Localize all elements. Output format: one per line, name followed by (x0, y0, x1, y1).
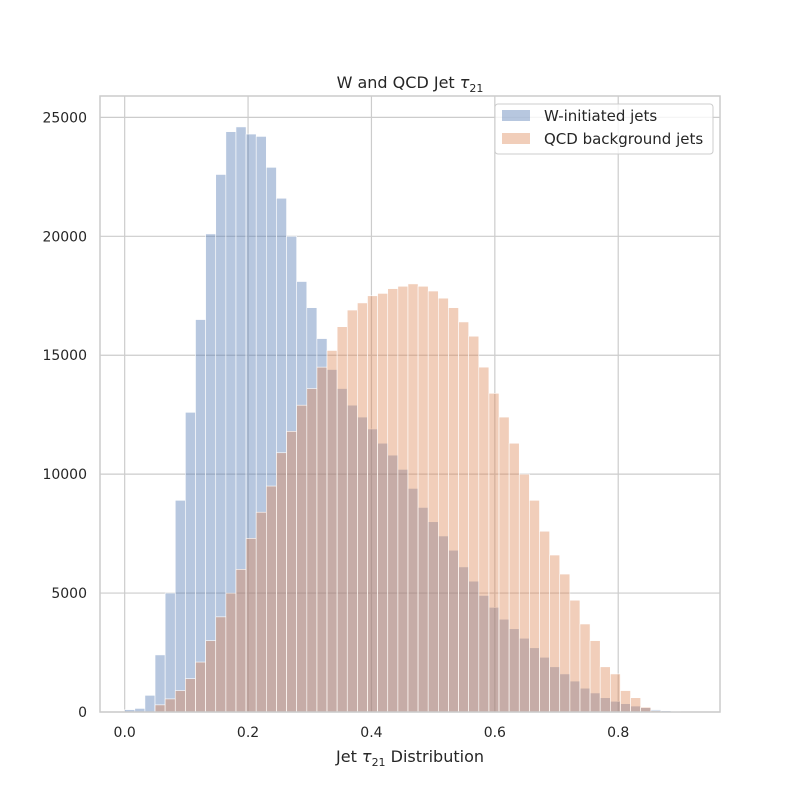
qcd-jets-bar (610, 673, 621, 713)
w-jets-bar (154, 654, 166, 713)
qcd-jets-bar (296, 404, 308, 713)
y-tick-label: 25000 (42, 110, 87, 126)
qcd-jets-bar (427, 290, 439, 713)
x-tick-label: 0.8 (607, 725, 629, 741)
qcd-jets-bar (458, 321, 469, 713)
qcd-jets-bar (336, 326, 348, 713)
qcd-jets-bar (346, 309, 358, 713)
x-tick-label: 0.4 (360, 725, 382, 741)
qcd-jets-bar (488, 392, 500, 713)
qcd-jets-bar (286, 431, 297, 713)
w-jets-bar (144, 695, 156, 713)
qcd-jets-bar (367, 295, 378, 713)
qcd-jets-bar (316, 366, 328, 713)
qcd-jets-bars (154, 283, 662, 713)
qcd-jets-bar (215, 616, 227, 713)
legend-swatch-w-jets (502, 110, 530, 121)
qcd-jets-bar (529, 500, 540, 713)
legend-label-w-jets: W-initiated jets (544, 107, 657, 125)
legend-swatch-qcd-jets (502, 133, 530, 144)
qcd-jets-bar (245, 538, 257, 713)
legend-label-qcd-jets: QCD background jets (544, 130, 703, 148)
qcd-jets-bar (185, 678, 196, 713)
qcd-jets-bar (478, 366, 490, 713)
qcd-jets-bar (589, 640, 601, 713)
qcd-jets-bar (417, 285, 429, 713)
w-jets-bar (195, 319, 206, 713)
w-jets-bars (124, 126, 692, 713)
y-tick-label: 15000 (42, 348, 87, 364)
qcd-jets-bar (276, 452, 287, 713)
qcd-jets-bar (387, 288, 399, 713)
qcd-jets-bar (448, 307, 459, 713)
y-tick-label: 0 (78, 705, 87, 721)
x-axis-title: Jet τ21 Distribution (335, 747, 484, 769)
x-tick-label: 0.2 (237, 725, 259, 741)
qcd-jets-bar (498, 416, 510, 713)
chart-title: W and QCD Jet τ21 (337, 73, 484, 95)
qcd-jets-bar (195, 661, 206, 713)
y-tick-label: 20000 (42, 229, 87, 245)
x-tick-labels: 0.0 0.2 0.4 0.6 0.8 (114, 725, 630, 741)
qcd-jets-bar (377, 293, 389, 713)
qcd-jets-bar (559, 573, 571, 713)
legend-box (494, 103, 714, 155)
w-jets-bar (185, 412, 196, 713)
plot-frame (99, 95, 721, 713)
qcd-jets-bar (549, 554, 561, 713)
y-tick-label: 10000 (42, 467, 87, 483)
x-tick-label: 0.6 (484, 725, 506, 741)
qcd-jets-bar (397, 285, 409, 713)
qcd-jets-bar (518, 473, 530, 713)
qcd-jets-bar (569, 599, 581, 713)
qcd-jets-bar (438, 297, 449, 713)
qcd-jets-bar (620, 690, 631, 713)
qcd-jets-bar (326, 350, 338, 713)
qcd-jets-bar (205, 640, 217, 713)
qcd-jets-bar (508, 442, 520, 713)
qcd-jets-bar (306, 388, 318, 713)
qcd-jets-bar (154, 704, 166, 713)
qcd-jets-bar (407, 283, 419, 713)
qcd-jets-bar (164, 698, 176, 713)
qcd-jets-bar (235, 568, 247, 713)
w-jets-bar (164, 592, 176, 713)
legend: W-initiated jets QCD background jets (494, 103, 714, 155)
w-jets-bar (174, 500, 186, 713)
qcd-jets-bar (579, 623, 591, 713)
y-tick-label: 5000 (51, 586, 87, 602)
w-jets-bar (205, 233, 217, 713)
qcd-jets-bar (599, 666, 611, 713)
qcd-jets-bar (468, 335, 480, 713)
qcd-jets-bar (255, 511, 267, 713)
x-tick-label: 0.0 (114, 725, 136, 741)
qcd-jets-bar (539, 530, 550, 713)
qcd-jets-bar (174, 690, 186, 713)
qcd-jets-bar (357, 302, 368, 713)
y-tick-labels: 0 5000 10000 15000 20000 25000 (42, 110, 87, 721)
qcd-jets-bar (225, 592, 237, 713)
qcd-jets-bar (630, 697, 641, 713)
qcd-jets-bar (266, 485, 277, 713)
